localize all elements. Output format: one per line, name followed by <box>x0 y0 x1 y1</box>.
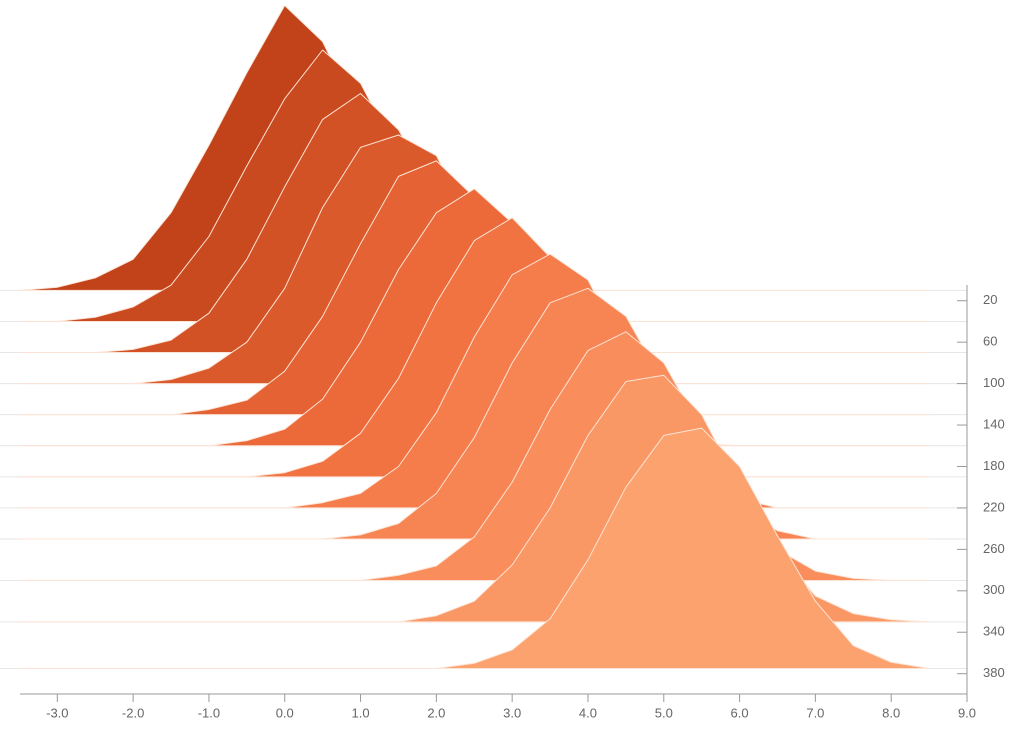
x-tick-label: 6.0 <box>731 705 749 720</box>
x-tick-label: 4.0 <box>579 705 597 720</box>
y-tick-label: 60 <box>983 334 997 349</box>
y-tick-label: 380 <box>983 665 1005 680</box>
ridge <box>18 253 930 509</box>
x-tick-label: 3.0 <box>503 705 521 720</box>
x-tick-label: 7.0 <box>806 705 824 720</box>
x-tick-label: 0.0 <box>276 705 294 720</box>
x-tick-label: 1.0 <box>352 705 370 720</box>
y-tick-label: 180 <box>983 458 1005 473</box>
x-tick-label: -2.0 <box>122 705 144 720</box>
y-tick-label: 220 <box>983 499 1005 514</box>
y-tick-label: 20 <box>983 292 997 307</box>
y-tick-label: 260 <box>983 541 1005 556</box>
y-tick-label: 140 <box>983 416 1005 431</box>
y-tick-label: 100 <box>983 375 1005 390</box>
x-tick-label: 2.0 <box>427 705 445 720</box>
x-tick-label: 9.0 <box>958 705 976 720</box>
x-tick-label: 8.0 <box>882 705 900 720</box>
ridge <box>18 427 930 669</box>
y-tick-label: 340 <box>983 624 1005 639</box>
y-tick-label: 300 <box>983 582 1005 597</box>
x-tick-label: 5.0 <box>655 705 673 720</box>
x-tick-label: -1.0 <box>198 705 220 720</box>
x-tick-label: -3.0 <box>46 705 68 720</box>
